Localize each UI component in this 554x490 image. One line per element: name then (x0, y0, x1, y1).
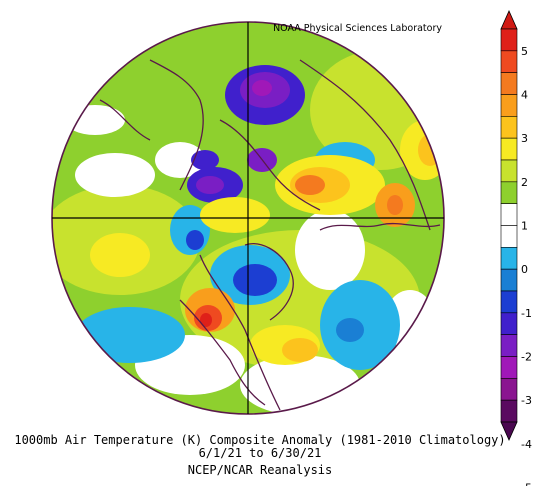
colorbar-bin (500, 399, 518, 423)
caption-title: 1000mb Air Temperature (K) Composite Ano… (14, 433, 506, 447)
colorbar-tick-label: 2 (521, 176, 528, 189)
colorbar-bin (500, 378, 518, 401)
colorbar-tick-label: 5 (521, 45, 528, 58)
caption-source: NCEP/NCAR Reanalysis (187, 463, 333, 477)
colorbar-bin (500, 137, 518, 161)
colorbar-bin (500, 247, 518, 270)
colorbar: 5 4 3 2 1 0 -1 -2 -3 -4 -5 (500, 10, 532, 490)
colorbar-bin (500, 116, 518, 139)
colorbar-tick-label: -1 (521, 307, 532, 320)
colorbar-bin (500, 290, 518, 314)
colorbar-bin (500, 94, 518, 117)
colorbar-bottom-arrow (500, 421, 518, 441)
colorbar-tick-label: 3 (521, 132, 528, 145)
credit-label: NOAA Physical Sciences Laboratory (273, 23, 442, 34)
colorbar-bin (500, 312, 518, 335)
colorbar-top-arrow (500, 10, 518, 30)
colorbar-bin (500, 225, 518, 248)
colorbar-bin (500, 50, 518, 73)
colorbar-bin (500, 28, 518, 52)
colorbar-bin (500, 356, 518, 379)
colorbar-bin (500, 72, 518, 95)
colorbar-bin (500, 203, 518, 226)
colorbar-tick-label: 1 (521, 220, 528, 233)
colorbar-tick-label: -5 (521, 482, 532, 487)
colorbar-tick-label: -3 (521, 394, 532, 407)
caption-dates: 6/1/21 to 6/30/21 (198, 446, 322, 460)
colorbar-tick-label: 4 (521, 89, 528, 102)
colorbar-tick-label: -4 (521, 438, 532, 451)
colorbar-tick-label: 0 (521, 263, 528, 276)
colorbar-tick-label: -2 (521, 351, 532, 364)
colorbar-bin (500, 268, 518, 292)
anomaly-field (52, 22, 444, 414)
colorbar-bin (500, 159, 518, 183)
coastlines (99, 59, 441, 411)
colorbar-bin (500, 334, 518, 357)
colorbar-bin (500, 181, 518, 204)
